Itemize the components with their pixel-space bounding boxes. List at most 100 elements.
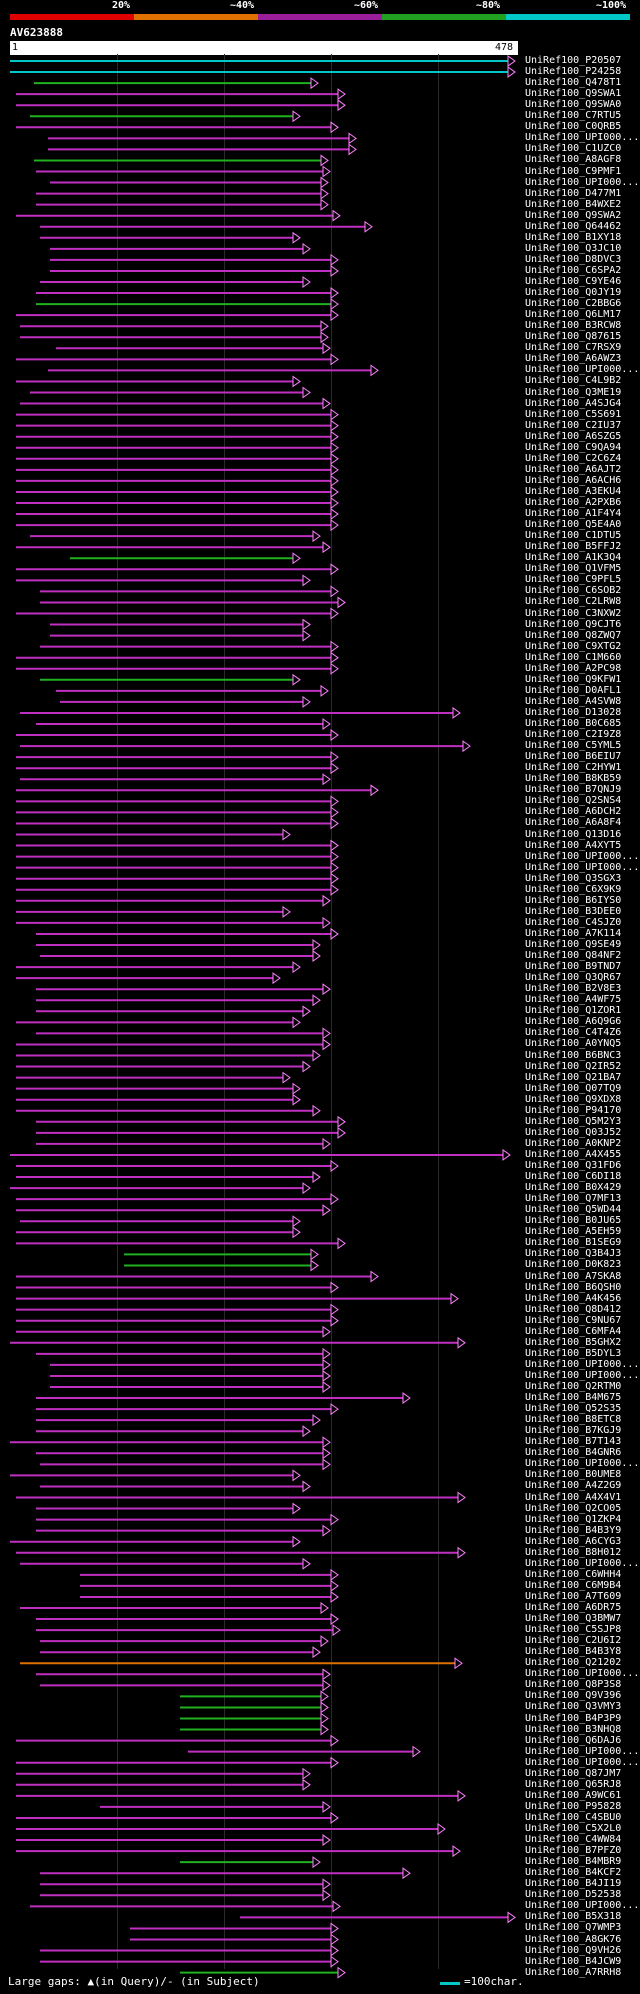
hit-label[interactable]: UniRef100_C7RSX9 bbox=[525, 342, 622, 354]
hit-label[interactable]: UniRef100_D8DVC3 bbox=[525, 253, 622, 265]
hit-label[interactable]: UniRef100_C6SOB2 bbox=[525, 585, 622, 597]
hit-label[interactable]: UniRef100_UPI000... bbox=[525, 1369, 640, 1381]
hit-label[interactable]: UniRef100_Q3JC10 bbox=[525, 242, 622, 254]
hit-label[interactable]: UniRef100_C1M660 bbox=[525, 651, 622, 663]
hit-label[interactable]: UniRef100_A4XYT5 bbox=[525, 839, 622, 851]
hit-label[interactable]: UniRef100_Q9XDX8 bbox=[525, 1093, 622, 1105]
hit-label[interactable]: UniRef100_D477M1 bbox=[525, 187, 622, 199]
hit-label[interactable]: UniRef100_B5X318 bbox=[525, 1911, 622, 1923]
hit-label[interactable]: UniRef100_B3RCW8 bbox=[525, 320, 622, 332]
hit-label[interactable]: UniRef100_C4L9B2 bbox=[525, 375, 622, 387]
hit-label[interactable]: UniRef100_B7T143 bbox=[525, 1436, 622, 1448]
hit-label[interactable]: UniRef100_C2IU37 bbox=[525, 419, 622, 431]
hit-label[interactable]: UniRef100_Q07TQ9 bbox=[525, 1082, 622, 1094]
hit-label[interactable]: UniRef100_D0AFL1 bbox=[525, 684, 622, 696]
hit-label[interactable]: UniRef100_Q21202 bbox=[525, 1657, 622, 1669]
hit-label[interactable]: UniRef100_Q9VH26 bbox=[525, 1944, 622, 1956]
hit-label[interactable]: UniRef100_A1K3Q4 bbox=[525, 552, 622, 564]
hit-label[interactable]: UniRef100_C4SBU0 bbox=[525, 1811, 622, 1823]
hit-label[interactable]: UniRef100_Q9SWA1 bbox=[525, 88, 622, 100]
hit-label[interactable]: UniRef100_A7RRH8 bbox=[525, 1966, 622, 1978]
hit-label[interactable]: UniRef100_B6BNC3 bbox=[525, 1049, 622, 1061]
hit-label[interactable]: UniRef100_UPI000... bbox=[525, 1458, 640, 1470]
hit-label[interactable]: UniRef100_UPI000... bbox=[525, 1900, 640, 1912]
hit-label[interactable]: UniRef100_B9TND7 bbox=[525, 961, 622, 973]
hit-label[interactable]: UniRef100_C5X2L0 bbox=[525, 1823, 622, 1834]
hit-label[interactable]: UniRef100_C2HYW1 bbox=[525, 762, 622, 774]
hit-label[interactable]: UniRef100_A6Q9G6 bbox=[525, 1016, 622, 1028]
hit-label[interactable]: UniRef100_A8AGF8 bbox=[525, 154, 622, 166]
hit-label[interactable]: UniRef100_UPI000... bbox=[525, 1557, 640, 1569]
hit-label[interactable]: UniRef100_Q0JY19 bbox=[525, 287, 622, 299]
hit-label[interactable]: UniRef100_B4M675 bbox=[525, 1392, 622, 1404]
hit-label[interactable]: UniRef100_Q3SGX3 bbox=[525, 872, 622, 884]
hit-label[interactable]: UniRef100_B3NHQ8 bbox=[525, 1723, 622, 1735]
hit-label[interactable]: UniRef100_A4WF75 bbox=[525, 994, 622, 1006]
hit-label[interactable]: UniRef100_C4SJZ0 bbox=[525, 916, 622, 928]
hit-label[interactable]: UniRef100_Q9KFW1 bbox=[525, 673, 622, 685]
hit-label[interactable]: UniRef100_B5FFJ2 bbox=[525, 541, 622, 553]
hit-label[interactable]: UniRef100_A6AJT2 bbox=[525, 463, 622, 475]
hit-label[interactable]: UniRef100_P94170 bbox=[525, 1104, 622, 1116]
hit-label[interactable]: UniRef100_A5EH59 bbox=[525, 1226, 622, 1238]
hit-label[interactable]: UniRef100_Q9V396 bbox=[525, 1690, 622, 1702]
hit-label[interactable]: UniRef100_Q3VMY3 bbox=[525, 1701, 622, 1713]
hit-label[interactable]: UniRef100_P24258 bbox=[525, 66, 622, 78]
hit-label[interactable]: UniRef100_Q6LM17 bbox=[525, 309, 622, 321]
hit-label[interactable]: UniRef100_Q2RTM0 bbox=[525, 1381, 622, 1392]
hit-label[interactable]: UniRef100_D0K823 bbox=[525, 1259, 622, 1271]
hit-label[interactable]: UniRef100_B8H012 bbox=[525, 1546, 622, 1558]
hit-label[interactable]: UniRef100_C5YML5 bbox=[525, 740, 622, 752]
hit-label[interactable]: UniRef100_C4T4Z6 bbox=[525, 1027, 622, 1039]
hit-label[interactable]: UniRef100_B6QSH0 bbox=[525, 1281, 622, 1293]
hit-label[interactable]: UniRef100_A4SVW8 bbox=[525, 695, 622, 707]
hit-label[interactable]: UniRef100_D13028 bbox=[525, 706, 622, 718]
hit-label[interactable]: UniRef100_B4B3Y9 bbox=[525, 1524, 622, 1536]
hit-label[interactable]: UniRef100_B8ETC8 bbox=[525, 1414, 622, 1426]
hit-label[interactable]: UniRef100_A7SKA8 bbox=[525, 1270, 622, 1282]
hit-label[interactable]: UniRef100_A8GK76 bbox=[525, 1933, 622, 1945]
hit-label[interactable]: UniRef100_B4MBR9 bbox=[525, 1856, 622, 1868]
hit-label[interactable]: UniRef100_Q3QR67 bbox=[525, 972, 622, 984]
hit-label[interactable]: UniRef100_C6M9B4 bbox=[525, 1579, 622, 1591]
hit-label[interactable]: UniRef100_B7QNJ9 bbox=[525, 784, 622, 796]
hit-label[interactable]: UniRef100_B8KB59 bbox=[525, 773, 622, 785]
hit-label[interactable]: UniRef100_UPI000... bbox=[525, 1756, 640, 1768]
hit-label[interactable]: UniRef100_A6DCH2 bbox=[525, 806, 622, 818]
hit-label[interactable]: UniRef100_A1F4Y4 bbox=[525, 508, 622, 520]
hit-label[interactable]: UniRef100_C6X9K9 bbox=[525, 883, 622, 895]
hit-label[interactable]: UniRef100_UPI000... bbox=[525, 176, 640, 188]
hit-label[interactable]: UniRef100_C9NU67 bbox=[525, 1314, 622, 1326]
hit-label[interactable]: UniRef100_A4K456 bbox=[525, 1292, 622, 1304]
hit-label[interactable]: UniRef100_UPI000... bbox=[525, 861, 640, 873]
hit-label[interactable]: UniRef100_B6IYS0 bbox=[525, 894, 622, 906]
hit-label[interactable]: UniRef100_Q5M2Y3 bbox=[525, 1115, 622, 1127]
hit-label[interactable]: UniRef100_Q65RJ8 bbox=[525, 1778, 622, 1790]
hit-label[interactable]: UniRef100_P95828 bbox=[525, 1800, 622, 1812]
hit-label[interactable]: UniRef100_C7RTU5 bbox=[525, 110, 622, 122]
hit-label[interactable]: UniRef100_A6SZG5 bbox=[525, 430, 622, 442]
hit-label[interactable]: UniRef100_B4GNR6 bbox=[525, 1447, 622, 1459]
hit-label[interactable]: UniRef100_Q9SE49 bbox=[525, 939, 622, 950]
hit-label[interactable]: UniRef100_C2I9Z8 bbox=[525, 729, 622, 741]
hit-label[interactable]: UniRef100_B5DYL3 bbox=[525, 1347, 622, 1359]
hit-label[interactable]: UniRef100_UPI000... bbox=[525, 132, 640, 144]
hit-label[interactable]: UniRef100_C5SJP8 bbox=[525, 1624, 622, 1636]
hit-label[interactable]: UniRef100_D52538 bbox=[525, 1889, 622, 1901]
hit-label[interactable]: UniRef100_A0YNQ5 bbox=[525, 1038, 622, 1050]
hit-label[interactable]: UniRef100_Q1VFM5 bbox=[525, 563, 622, 575]
hit-label[interactable]: UniRef100_C2U6I2 bbox=[525, 1635, 622, 1647]
hit-label[interactable]: UniRef100_UPI000... bbox=[525, 1358, 640, 1370]
hit-label[interactable]: UniRef100_C6DI18 bbox=[525, 1171, 622, 1183]
hit-label[interactable]: UniRef100_B4WXE2 bbox=[525, 198, 622, 210]
hit-label[interactable]: UniRef100_A3EKU4 bbox=[525, 485, 622, 497]
hit-label[interactable]: UniRef100_A0KNP2 bbox=[525, 1137, 622, 1149]
hit-label[interactable]: UniRef100_B7PFZ0 bbox=[525, 1845, 622, 1857]
hit-label[interactable]: UniRef100_C5S691 bbox=[525, 408, 622, 420]
hit-label[interactable]: UniRef100_C2BBG6 bbox=[525, 298, 622, 310]
hit-label[interactable]: UniRef100_C9PFL5 bbox=[525, 574, 622, 586]
hit-label[interactable]: UniRef100_C0QRB5 bbox=[525, 121, 622, 133]
hit-label[interactable]: UniRef100_Q3B4J3 bbox=[525, 1248, 622, 1260]
hit-label[interactable]: UniRef100_A4X455 bbox=[525, 1148, 622, 1160]
hit-label[interactable]: UniRef100_C1UZC0 bbox=[525, 143, 622, 155]
